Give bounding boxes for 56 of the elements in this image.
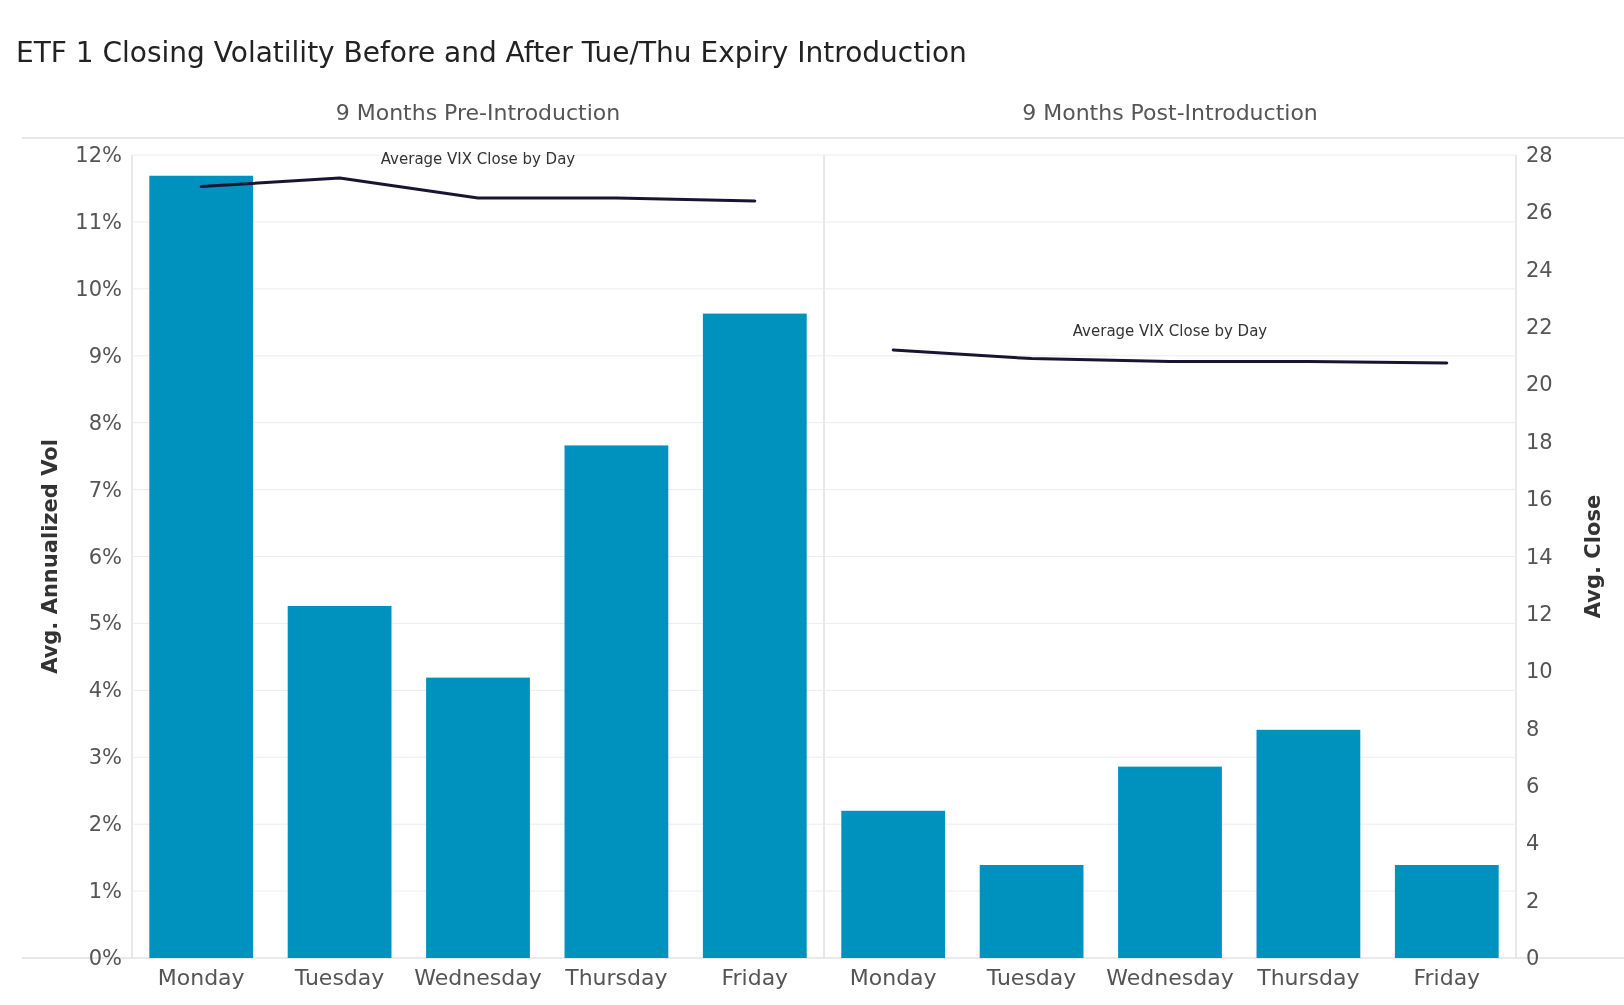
- y-tick-label: 10%: [75, 276, 122, 301]
- bar: [1394, 864, 1499, 958]
- bar: [1256, 729, 1361, 958]
- bar: [702, 313, 807, 958]
- x-tick-label: Tuesday: [293, 965, 385, 990]
- x-tick-label: Monday: [157, 965, 245, 990]
- series-label: Average VIX Close by Day: [1072, 322, 1268, 341]
- x-tick-label: Wednesday: [414, 965, 542, 990]
- y2-tick-label: 10: [1526, 659, 1553, 684]
- y2-tick-label: 16: [1526, 487, 1553, 512]
- x-tick-label: Friday: [721, 965, 789, 990]
- x-tick-label: Monday: [849, 965, 937, 990]
- y2-tick-label: 28: [1526, 143, 1553, 167]
- y-tick-label: 2%: [88, 812, 122, 837]
- y-tick-label: 4%: [88, 678, 122, 703]
- y2-tick-label: 0: [1526, 946, 1540, 970]
- chart-subtitle: 9 Months Post-Introduction: [1022, 100, 1318, 125]
- bar: [287, 606, 392, 958]
- chart-subtitle: 9 Months Pre-Introduction: [335, 100, 621, 125]
- y2-tick-label: 12: [1526, 601, 1553, 626]
- bar: [149, 175, 254, 958]
- y2-tick-label: 26: [1526, 200, 1553, 225]
- y-tick-label: 3%: [88, 745, 122, 770]
- bar: [841, 810, 946, 958]
- y2-tick-label: 24: [1526, 257, 1553, 282]
- bar: [1118, 766, 1222, 958]
- y2-tick-label: 6: [1526, 773, 1540, 798]
- y-tick-label: 7%: [88, 477, 122, 502]
- x-tick-label: Tuesday: [985, 965, 1077, 990]
- bar: [979, 864, 1084, 958]
- y-tick-label: 12%: [75, 143, 122, 167]
- y2-tick-label: 20: [1526, 372, 1553, 397]
- y-tick-label: 5%: [88, 611, 122, 636]
- y-tick-label: 0%: [88, 946, 122, 970]
- y2-axis-title: Avg. Close: [1581, 494, 1605, 619]
- y-tick-label: 11%: [75, 209, 122, 234]
- x-tick-label: Thursday: [564, 965, 668, 990]
- bar: [564, 445, 669, 958]
- y-axis-title: Avg. Annualized Vol: [38, 439, 62, 674]
- series-label: Average VIX Close by Day: [380, 149, 576, 168]
- y-tick-label: 6%: [88, 544, 122, 569]
- chart-title: ETF 1 Closing Volatility Before and After Tue/Thu Expiry Introduction: [16, 36, 967, 69]
- x-tick-label: Friday: [1413, 965, 1481, 990]
- y-tick-label: 1%: [88, 879, 122, 904]
- x-tick-label: Thursday: [1256, 965, 1360, 990]
- bar: [426, 677, 530, 958]
- y2-tick-label: 2: [1526, 888, 1540, 913]
- y2-tick-label: 4: [1526, 831, 1540, 856]
- y2-tick-label: 14: [1526, 544, 1553, 569]
- y2-tick-label: 8: [1526, 716, 1540, 741]
- x-tick-label: Wednesday: [1106, 965, 1234, 990]
- y2-tick-label: 18: [1526, 429, 1553, 454]
- y-tick-label: 8%: [88, 410, 122, 435]
- y2-tick-label: 22: [1526, 315, 1553, 340]
- line-series: [891, 348, 1449, 365]
- y-tick-label: 9%: [88, 343, 122, 368]
